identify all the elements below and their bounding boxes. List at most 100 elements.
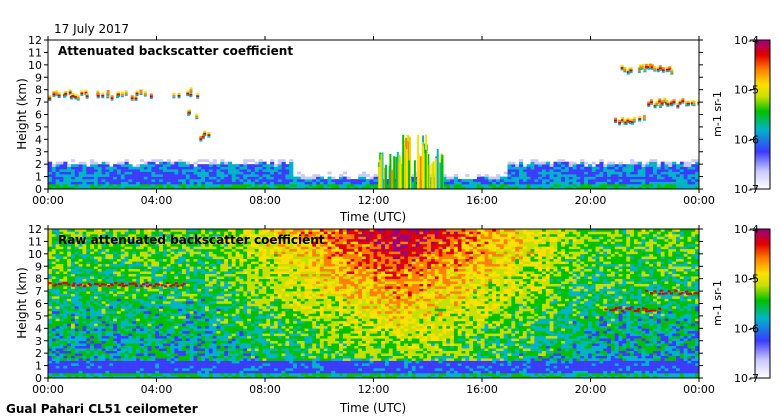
heatmap-cell — [109, 258, 114, 262]
heatmap-cell — [48, 328, 53, 332]
heatmap-cell — [97, 278, 102, 282]
heatmap-cell — [208, 169, 213, 172]
heatmap-cell — [105, 360, 110, 364]
cloud-cell — [676, 107, 680, 109]
heatmap-cell — [70, 330, 76, 334]
heatmap-cell — [182, 325, 187, 329]
heatmap-cell — [82, 338, 87, 342]
heatmap-cell — [59, 318, 64, 322]
heatmap-cell — [239, 310, 244, 314]
heatmap-cell — [151, 231, 156, 235]
heatmap-cell — [182, 278, 187, 282]
heatmap-cell — [151, 370, 156, 374]
heatmap-cell — [159, 238, 164, 242]
heatmap-cell — [208, 184, 213, 187]
heatmap-cell — [319, 181, 325, 185]
heatmap-cell — [105, 355, 110, 359]
heatmap-cell — [143, 268, 148, 272]
heatmap-cell — [55, 278, 60, 282]
heatmap-cell — [668, 169, 673, 172]
heatmap-cell — [660, 176, 665, 180]
heatmap-cell — [205, 313, 210, 317]
heatmap-cell — [182, 305, 187, 309]
heatmap-cell — [90, 360, 95, 364]
heatmap-cell — [78, 248, 83, 252]
heatmap-cell — [224, 181, 229, 185]
heatmap-cell — [55, 241, 60, 245]
heatmap-cell — [59, 368, 64, 371]
heatmap-cell — [626, 176, 631, 180]
heatmap-cell — [143, 258, 148, 262]
heatmap-cell — [78, 233, 83, 237]
heatmap-cell — [136, 358, 141, 361]
heatmap-cell — [178, 313, 183, 317]
heatmap-cell — [235, 353, 240, 356]
heatmap-cell — [178, 268, 183, 272]
heatmap-cell — [116, 345, 122, 349]
heatmap-cell — [143, 325, 148, 329]
heatmap-cell — [109, 181, 114, 185]
heatmap-cell — [136, 301, 141, 304]
heatmap-cell — [174, 164, 179, 167]
heatmap-cell — [51, 288, 56, 292]
heatmap-cell — [63, 166, 68, 170]
heatmap-cell — [109, 171, 114, 175]
cloud-cell — [68, 91, 72, 94]
heatmap-cell — [48, 345, 53, 349]
heatmap-cell — [201, 325, 206, 329]
heatmap-cell — [660, 166, 665, 170]
heatmap-cell — [568, 161, 573, 165]
heatmap-cell — [599, 161, 604, 165]
heatmap-cell — [147, 320, 152, 324]
heatmap-cell — [649, 181, 654, 185]
heatmap-cell — [74, 310, 79, 314]
heatmap-cell — [74, 303, 79, 307]
heatmap-cell — [170, 353, 175, 356]
heatmap-cell — [105, 271, 110, 274]
heatmap-cell — [216, 315, 221, 319]
heatmap-cell — [553, 181, 558, 185]
heatmap-cell — [630, 161, 635, 165]
heatmap-cell — [159, 363, 164, 366]
cloud-cell — [74, 97, 78, 100]
heatmap-cell — [109, 166, 114, 170]
heatmap-cell — [182, 330, 187, 334]
heatmap-cell — [124, 328, 129, 332]
heatmap-cell — [132, 368, 137, 371]
heatmap-cell — [59, 301, 64, 304]
heatmap-cell — [151, 251, 156, 255]
heatmap-cell — [155, 365, 160, 369]
heatmap-cell — [254, 181, 259, 185]
heatmap-cell — [48, 313, 53, 317]
heatmap-cell — [243, 186, 248, 189]
heatmap-cell — [170, 305, 175, 309]
heatmap-cell — [205, 358, 210, 361]
heatmap-cell — [193, 281, 198, 284]
heatmap-cell — [201, 268, 206, 272]
heatmap-cell — [70, 258, 76, 262]
heatmap-cell — [362, 184, 367, 187]
heatmap-cell — [90, 320, 95, 324]
cloud-cell — [621, 121, 625, 123]
heatmap-cell — [120, 318, 125, 322]
heatmap-cell — [132, 303, 137, 307]
heatmap-cell — [147, 231, 152, 235]
heatmap-cell — [78, 305, 83, 309]
cloud-cell — [613, 121, 617, 124]
heatmap-cell — [93, 293, 99, 297]
heatmap-cell — [93, 236, 99, 240]
heatmap-cell — [205, 368, 210, 371]
heatmap-cell — [51, 291, 56, 294]
heatmap-cell — [93, 256, 99, 260]
heatmap-cell — [220, 236, 225, 240]
heatmap-cell — [90, 256, 95, 260]
heatmap-cell — [595, 184, 600, 187]
heatmap-cell — [250, 181, 256, 185]
heatmap-cell — [193, 291, 198, 294]
heatmap-cell — [86, 243, 91, 247]
heatmap-cell — [170, 343, 175, 347]
heatmap-cell — [82, 375, 87, 378]
heatmap-cell — [193, 229, 198, 232]
heatmap-cell — [258, 171, 263, 175]
heatmap-cell — [247, 169, 252, 172]
